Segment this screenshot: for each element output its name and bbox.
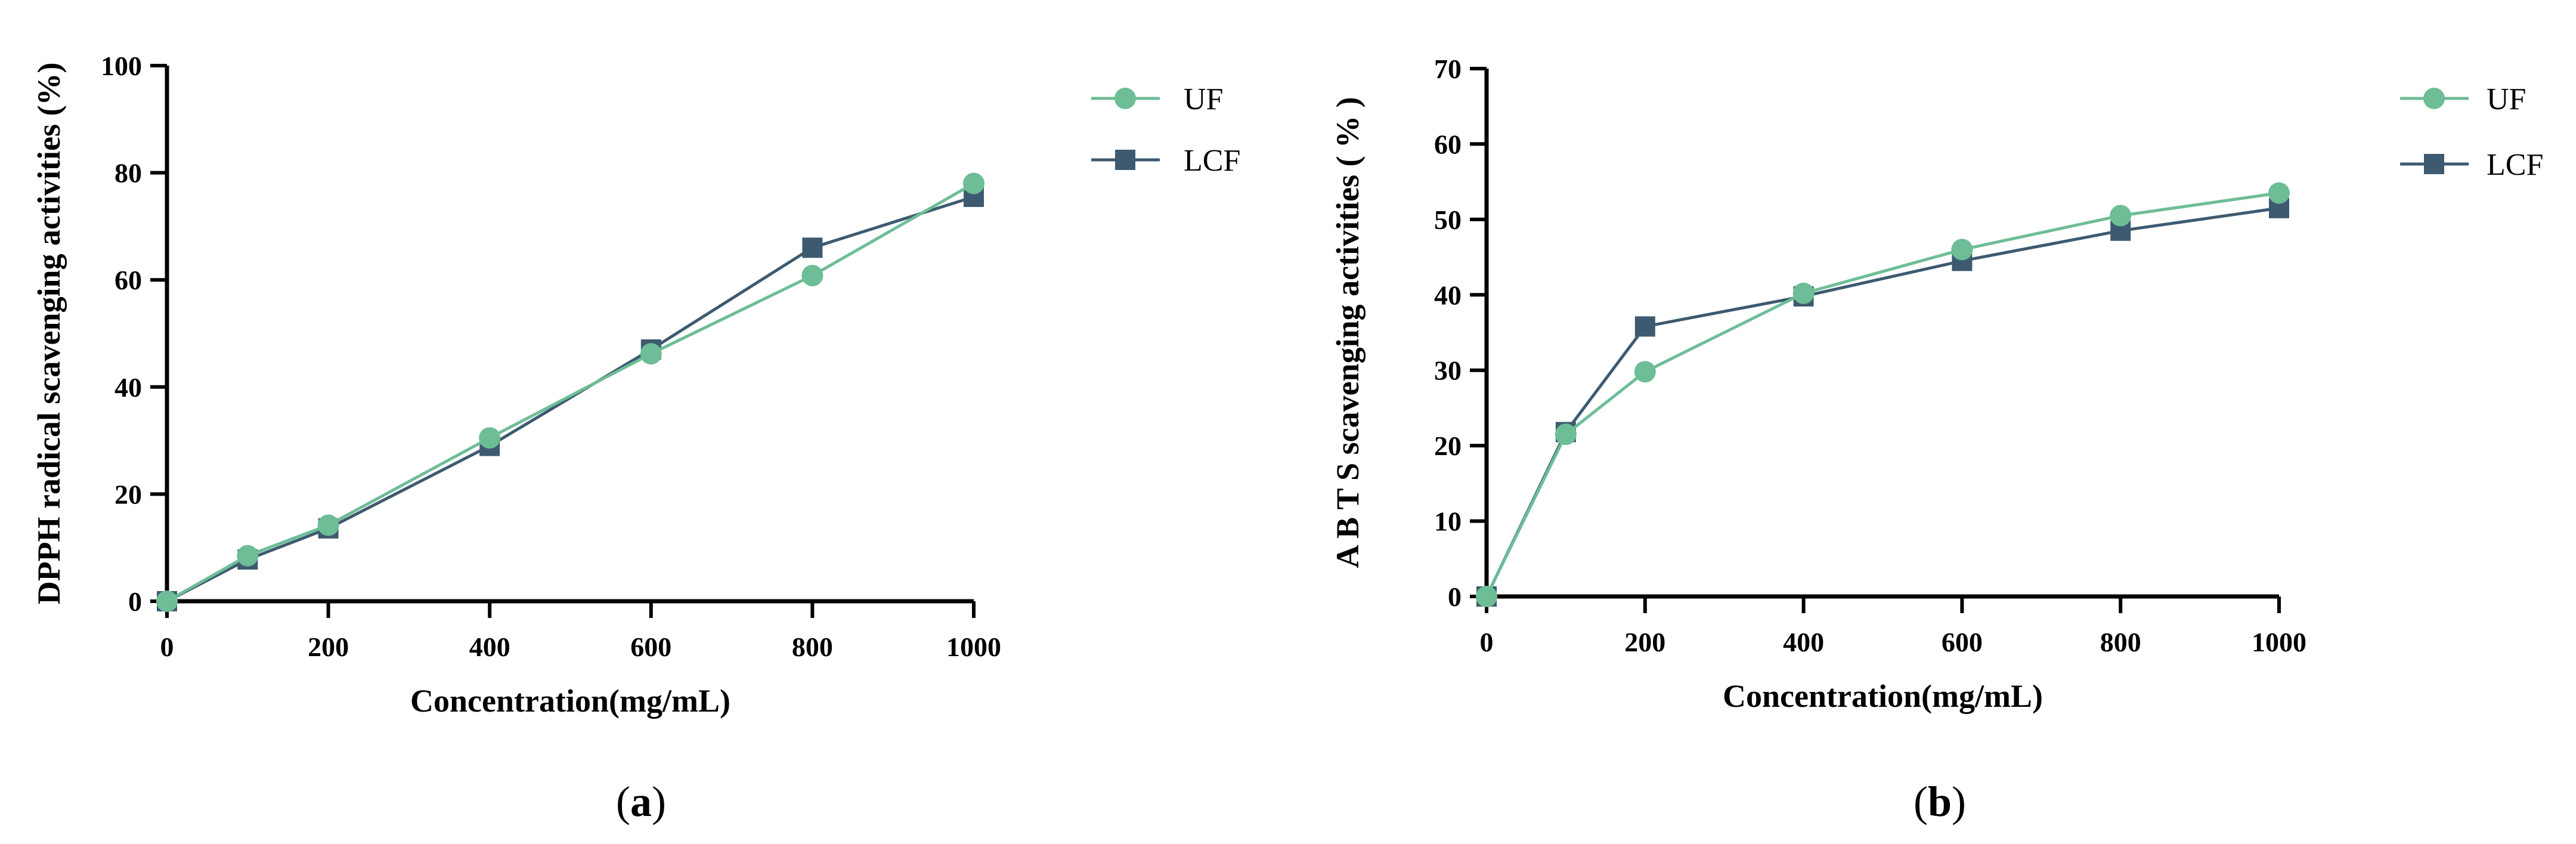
series-line-uf [166, 182, 975, 603]
panel-label-letter: b [1928, 778, 1952, 826]
panel-label: (a) [616, 778, 666, 826]
x-tick-label: 600 [630, 632, 671, 662]
data-point-uf [1555, 423, 1577, 446]
y-tick-label: 0 [128, 586, 142, 617]
data-point-uf [1476, 586, 1497, 607]
x-tick-label: 800 [2100, 627, 2141, 657]
legend-marker-lcf [1115, 150, 1135, 170]
chart-panel-b: 0 10 20 30 40 50 60 70 0 200 400 600 800 1000 Concentr… [1330, 54, 2543, 826]
data-point-uf [2268, 182, 2290, 204]
y-tick-label: 50 [1434, 205, 1462, 235]
legend-label-uf: UF [1184, 82, 1223, 116]
x-tick-label: 0 [1480, 627, 1494, 657]
x-tick-label: 200 [1624, 627, 1665, 657]
x-tick-label: 1000 [2252, 627, 2306, 657]
y-tick-label: 10 [1434, 506, 1462, 537]
y-tick-label: 40 [1434, 280, 1462, 310]
y-tick-label: 100 [101, 51, 142, 81]
y-axis-title: DPPH radical scavenging activities (%) [31, 63, 67, 605]
data-point-uf [156, 591, 178, 612]
data-point-uf [237, 545, 259, 567]
y-axis-title: A B T S scavenging activities ( % ) [1330, 97, 1366, 568]
data-point-uf [1792, 282, 1815, 304]
panel-label-letter: a [630, 778, 652, 826]
data-point-lcf [802, 237, 823, 258]
legend-label-lcf: LCF [1184, 144, 1240, 178]
y-tick-label: 60 [1434, 129, 1462, 159]
x-axis-title: Concentration(mg/mL) [1723, 678, 2043, 714]
legend-label-uf: UF [2487, 82, 2526, 116]
legend-marker-uf [1114, 88, 1136, 109]
data-point-uf [479, 427, 501, 449]
x-tick-label: 1000 [946, 632, 1001, 662]
x-tick-label: 600 [1942, 627, 1983, 657]
x-axis-title: Concentration(mg/mL) [410, 683, 730, 719]
data-point-lcf [1634, 316, 1655, 337]
x-tick-label: 800 [792, 632, 833, 662]
data-point-uf [963, 172, 984, 194]
data-point-uf [1634, 361, 1656, 383]
data-point-uf [2110, 205, 2132, 227]
y-tick-label: 20 [114, 479, 142, 509]
y-tick-label: 60 [114, 265, 142, 295]
y-tick-label: 70 [1434, 54, 1462, 84]
y-tick-label: 0 [1448, 582, 1462, 612]
legend-label-lcf: LCF [2487, 148, 2543, 182]
y-tick-label: 20 [1434, 431, 1462, 461]
legend-marker-lcf [2424, 154, 2444, 174]
x-tick-label: 200 [308, 632, 349, 662]
series-line-uf [1485, 191, 2280, 598]
data-point-uf [317, 514, 339, 536]
legend-marker-uf [2423, 88, 2445, 109]
y-tick-label: 40 [114, 372, 142, 403]
y-tick-label: 80 [114, 158, 142, 188]
data-point-uf [640, 343, 662, 365]
y-tick-label: 30 [1434, 355, 1462, 386]
panel-label: (b) [1914, 778, 1966, 826]
data-point-uf [1951, 239, 1973, 261]
x-tick-label: 400 [1783, 627, 1824, 657]
x-tick-label: 400 [469, 632, 510, 662]
data-point-uf [801, 265, 823, 287]
x-tick-label: 0 [160, 632, 174, 662]
